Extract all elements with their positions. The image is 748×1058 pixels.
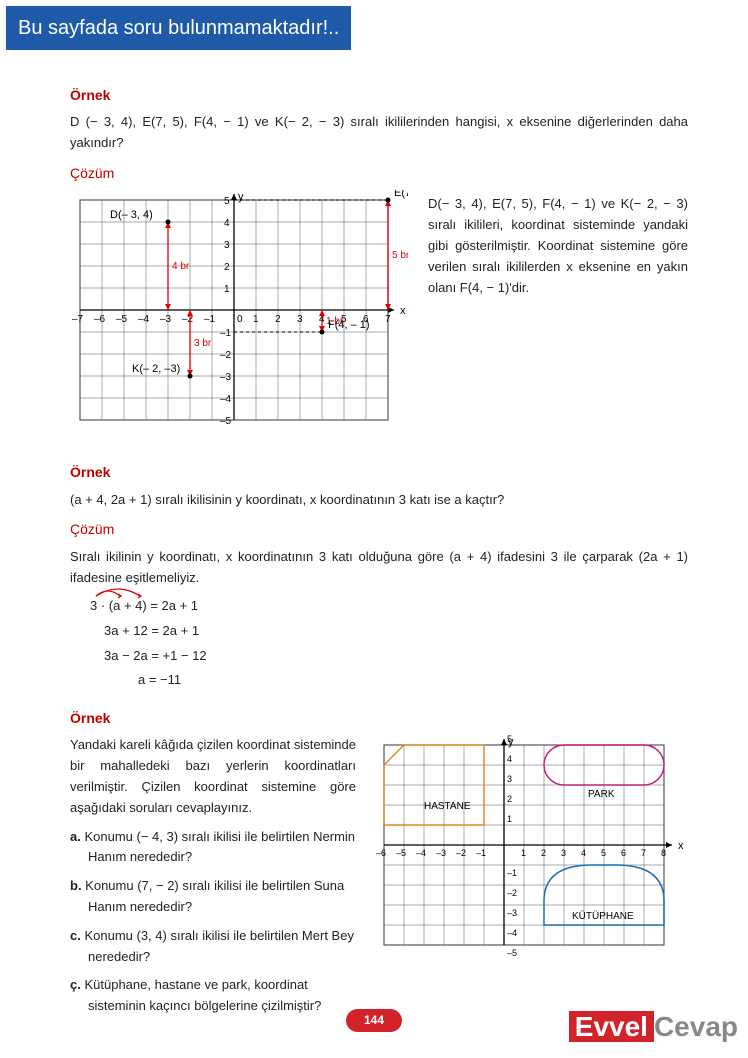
svg-text:–7: –7: [72, 314, 84, 325]
svg-text:–2: –2: [456, 848, 466, 858]
svg-text:1: 1: [507, 814, 512, 824]
svg-text:5: 5: [601, 848, 606, 858]
page-number: 144: [346, 1009, 402, 1032]
svg-text:–1: –1: [507, 868, 517, 878]
ex3-intro: Yandaki kareli kâğıda çizilen koordinat …: [70, 735, 356, 818]
ex3-questions: Yandaki kareli kâğıda çizilen koordinat …: [70, 735, 356, 1025]
eq-line-2: 3a − 2a = +1 − 12: [104, 644, 688, 669]
svg-text:–4: –4: [507, 928, 517, 938]
eq-line-3: a = −11: [138, 668, 688, 693]
svg-text:2: 2: [507, 794, 512, 804]
svg-text:4: 4: [224, 218, 230, 229]
svg-text:5: 5: [224, 196, 230, 207]
svg-text:4: 4: [581, 848, 586, 858]
svg-text:–6: –6: [94, 314, 106, 325]
ex2-sol-text: Sıralı ikilinin y koordinatı, x koordina…: [70, 547, 688, 589]
svg-text:0: 0: [237, 314, 243, 325]
svg-text:x: x: [678, 840, 684, 852]
ex1-question: D (− 3, 4), E(7, 5), F(4, − 1) ve K(− 2,…: [70, 112, 688, 154]
ex3-qb: b. Konumu (7, − 2) sıralı ikilisi ile be…: [88, 876, 356, 918]
svg-text:2: 2: [541, 848, 546, 858]
svg-text:KÜTÜPHANE: KÜTÜPHANE: [572, 910, 634, 922]
eq-line-1: 3a + 12 = 2a + 1: [104, 619, 688, 644]
svg-text:–6: –6: [376, 848, 386, 858]
banner: Bu sayfada soru bulunmamaktadır!..: [6, 6, 351, 50]
ex3-qc: c. Konumu (3, 4) sıralı ikilisi ile beli…: [88, 926, 356, 968]
svg-text:–3: –3: [220, 372, 232, 383]
svg-text:D(– 3, 4): D(– 3, 4): [110, 209, 153, 221]
svg-text:6: 6: [621, 848, 626, 858]
ex3-chart: xy–6–5–4–3–2–112345678–5–4–3–2–112345HAS…: [374, 735, 688, 1025]
heading-cozum-2: Çözüm: [70, 518, 688, 540]
page-content: Örnek D (− 3, 4), E(7, 5), F(4, − 1) ve …: [0, 50, 748, 1025]
svg-text:5: 5: [507, 735, 512, 744]
svg-text:–4: –4: [220, 394, 232, 405]
svg-text:1: 1: [224, 284, 230, 295]
svg-text:F(4, – 1): F(4, – 1): [328, 319, 370, 331]
brand-part2: Cevap: [654, 1011, 738, 1042]
heading-ornek-2: Örnek: [70, 461, 688, 483]
svg-text:8: 8: [661, 848, 666, 858]
svg-text:–3: –3: [436, 848, 446, 858]
svg-text:3: 3: [297, 314, 303, 325]
svg-text:–2: –2: [220, 350, 232, 361]
svg-text:7: 7: [641, 848, 646, 858]
svg-text:2: 2: [275, 314, 281, 325]
svg-text:PARK: PARK: [588, 789, 615, 800]
svg-text:–5: –5: [396, 848, 406, 858]
svg-text:HASTANE: HASTANE: [424, 801, 471, 812]
svg-text:–5: –5: [116, 314, 128, 325]
svg-text:2: 2: [224, 262, 230, 273]
ex1-solution-text: D(− 3, 4), E(7, 5), F(4, − 1) ve K(− 2, …: [428, 190, 688, 447]
svg-text:3: 3: [507, 774, 512, 784]
svg-text:4 br: 4 br: [172, 261, 190, 272]
svg-text:y: y: [238, 191, 244, 203]
svg-text:K(– 2, –3): K(– 2, –3): [132, 363, 180, 375]
svg-text:–1: –1: [220, 328, 232, 339]
svg-text:1: 1: [253, 314, 259, 325]
svg-text:–2: –2: [507, 888, 517, 898]
ex3-qa: a. Konumu (− 4, 3) sıralı ikilisi ile be…: [88, 827, 356, 869]
svg-text:–4: –4: [416, 848, 426, 858]
svg-text:4: 4: [507, 754, 512, 764]
heading-cozum-1: Çözüm: [70, 162, 688, 184]
heading-ornek-3: Örnek: [70, 707, 688, 729]
eq-line-0: 3 · (a + 4) = 2a + 1: [90, 594, 688, 619]
ex3-qd: ç. Kütüphane, hastane ve park, koordinat…: [88, 975, 356, 1017]
svg-text:5 br: 5 br: [392, 250, 408, 261]
svg-text:E(7, 5): E(7, 5): [394, 190, 408, 199]
svg-text:–3: –3: [160, 314, 172, 325]
svg-text:–5: –5: [507, 948, 517, 958]
ex2-equations: 3 · (a + 4) = 2a + 1 3a + 12 = 2a + 1 3a…: [90, 594, 688, 693]
brand-part1: Evvel: [569, 1011, 654, 1042]
ex1-chart: xy–7–6–5–4–3–2–11234567–1–2–3–4–51234504…: [70, 190, 408, 447]
svg-text:–3: –3: [507, 908, 517, 918]
svg-text:–1: –1: [204, 314, 216, 325]
ex2-question: (a + 4, 2a + 1) sıralı ikilisinin y koor…: [70, 490, 688, 511]
svg-text:3 br: 3 br: [194, 338, 212, 349]
svg-text:7: 7: [385, 314, 391, 325]
svg-text:1: 1: [521, 848, 526, 858]
svg-text:3: 3: [561, 848, 566, 858]
svg-text:–5: –5: [220, 416, 232, 427]
svg-text:x: x: [400, 305, 406, 317]
heading-ornek-1: Örnek: [70, 84, 688, 106]
brand-logo: EvvelCevap: [569, 1005, 738, 1050]
svg-text:–4: –4: [138, 314, 150, 325]
svg-text:–1: –1: [476, 848, 486, 858]
svg-text:3: 3: [224, 240, 230, 251]
